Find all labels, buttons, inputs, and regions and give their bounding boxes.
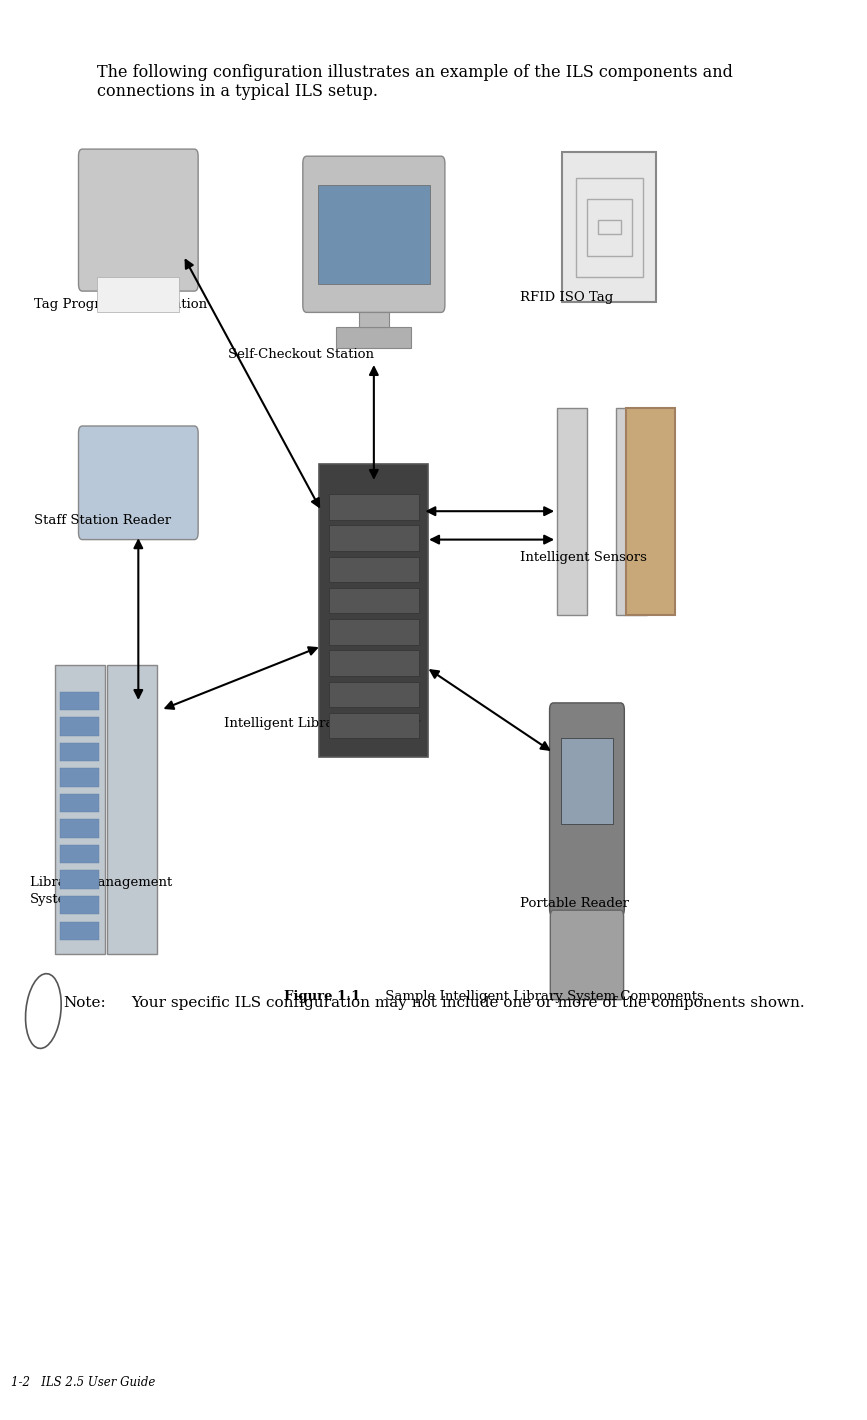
FancyBboxPatch shape bbox=[551, 910, 623, 1000]
FancyBboxPatch shape bbox=[563, 152, 656, 302]
FancyBboxPatch shape bbox=[60, 819, 100, 838]
Text: Figure 1.1: Figure 1.1 bbox=[284, 990, 361, 1003]
FancyBboxPatch shape bbox=[60, 922, 100, 940]
FancyBboxPatch shape bbox=[550, 703, 624, 916]
FancyBboxPatch shape bbox=[60, 794, 100, 812]
Text: Staff Station Reader: Staff Station Reader bbox=[34, 514, 171, 527]
FancyBboxPatch shape bbox=[336, 327, 411, 348]
FancyBboxPatch shape bbox=[329, 682, 419, 707]
FancyBboxPatch shape bbox=[60, 717, 100, 736]
FancyBboxPatch shape bbox=[60, 692, 100, 710]
FancyBboxPatch shape bbox=[329, 650, 419, 676]
FancyBboxPatch shape bbox=[329, 525, 419, 551]
FancyBboxPatch shape bbox=[55, 665, 105, 954]
FancyBboxPatch shape bbox=[303, 156, 445, 312]
FancyBboxPatch shape bbox=[616, 408, 647, 615]
FancyBboxPatch shape bbox=[60, 870, 100, 889]
Text: The following configuration illustrates an example of the ILS components and
con: The following configuration illustrates … bbox=[97, 64, 733, 101]
FancyBboxPatch shape bbox=[359, 305, 388, 327]
FancyBboxPatch shape bbox=[329, 619, 419, 645]
Text: Your specific ILS configuration may not include one or more of the components sh: Your specific ILS configuration may not … bbox=[131, 995, 805, 1010]
FancyBboxPatch shape bbox=[319, 464, 428, 757]
FancyBboxPatch shape bbox=[60, 768, 100, 787]
FancyBboxPatch shape bbox=[60, 743, 100, 761]
FancyBboxPatch shape bbox=[329, 494, 419, 520]
FancyBboxPatch shape bbox=[60, 896, 100, 914]
Text: Portable Reader: Portable Reader bbox=[519, 897, 629, 910]
FancyBboxPatch shape bbox=[60, 845, 100, 863]
Text: Intelligent Sensors: Intelligent Sensors bbox=[519, 551, 647, 564]
FancyBboxPatch shape bbox=[561, 738, 613, 824]
Text: Tag Programming Station: Tag Programming Station bbox=[34, 298, 206, 311]
Text: 1-2   ILS 2.5 User Guide: 1-2 ILS 2.5 User Guide bbox=[11, 1376, 155, 1389]
Text: Library Management
System: Library Management System bbox=[29, 876, 173, 906]
Text: RFID ISO Tag: RFID ISO Tag bbox=[519, 291, 613, 304]
FancyBboxPatch shape bbox=[107, 665, 157, 954]
FancyBboxPatch shape bbox=[79, 149, 199, 291]
Text: Intelligent Library Controller: Intelligent Library Controller bbox=[225, 717, 420, 730]
FancyBboxPatch shape bbox=[626, 408, 675, 615]
Text: Note:: Note: bbox=[63, 995, 107, 1010]
FancyBboxPatch shape bbox=[97, 277, 179, 312]
FancyBboxPatch shape bbox=[329, 557, 419, 582]
Text: Self-Checkout Station: Self-Checkout Station bbox=[228, 348, 374, 361]
FancyBboxPatch shape bbox=[329, 588, 419, 613]
FancyBboxPatch shape bbox=[79, 426, 199, 540]
Text: Sample Intelligent Library System Components: Sample Intelligent Library System Compon… bbox=[381, 990, 704, 1003]
FancyBboxPatch shape bbox=[557, 408, 587, 615]
FancyBboxPatch shape bbox=[318, 185, 430, 284]
FancyBboxPatch shape bbox=[329, 713, 419, 738]
